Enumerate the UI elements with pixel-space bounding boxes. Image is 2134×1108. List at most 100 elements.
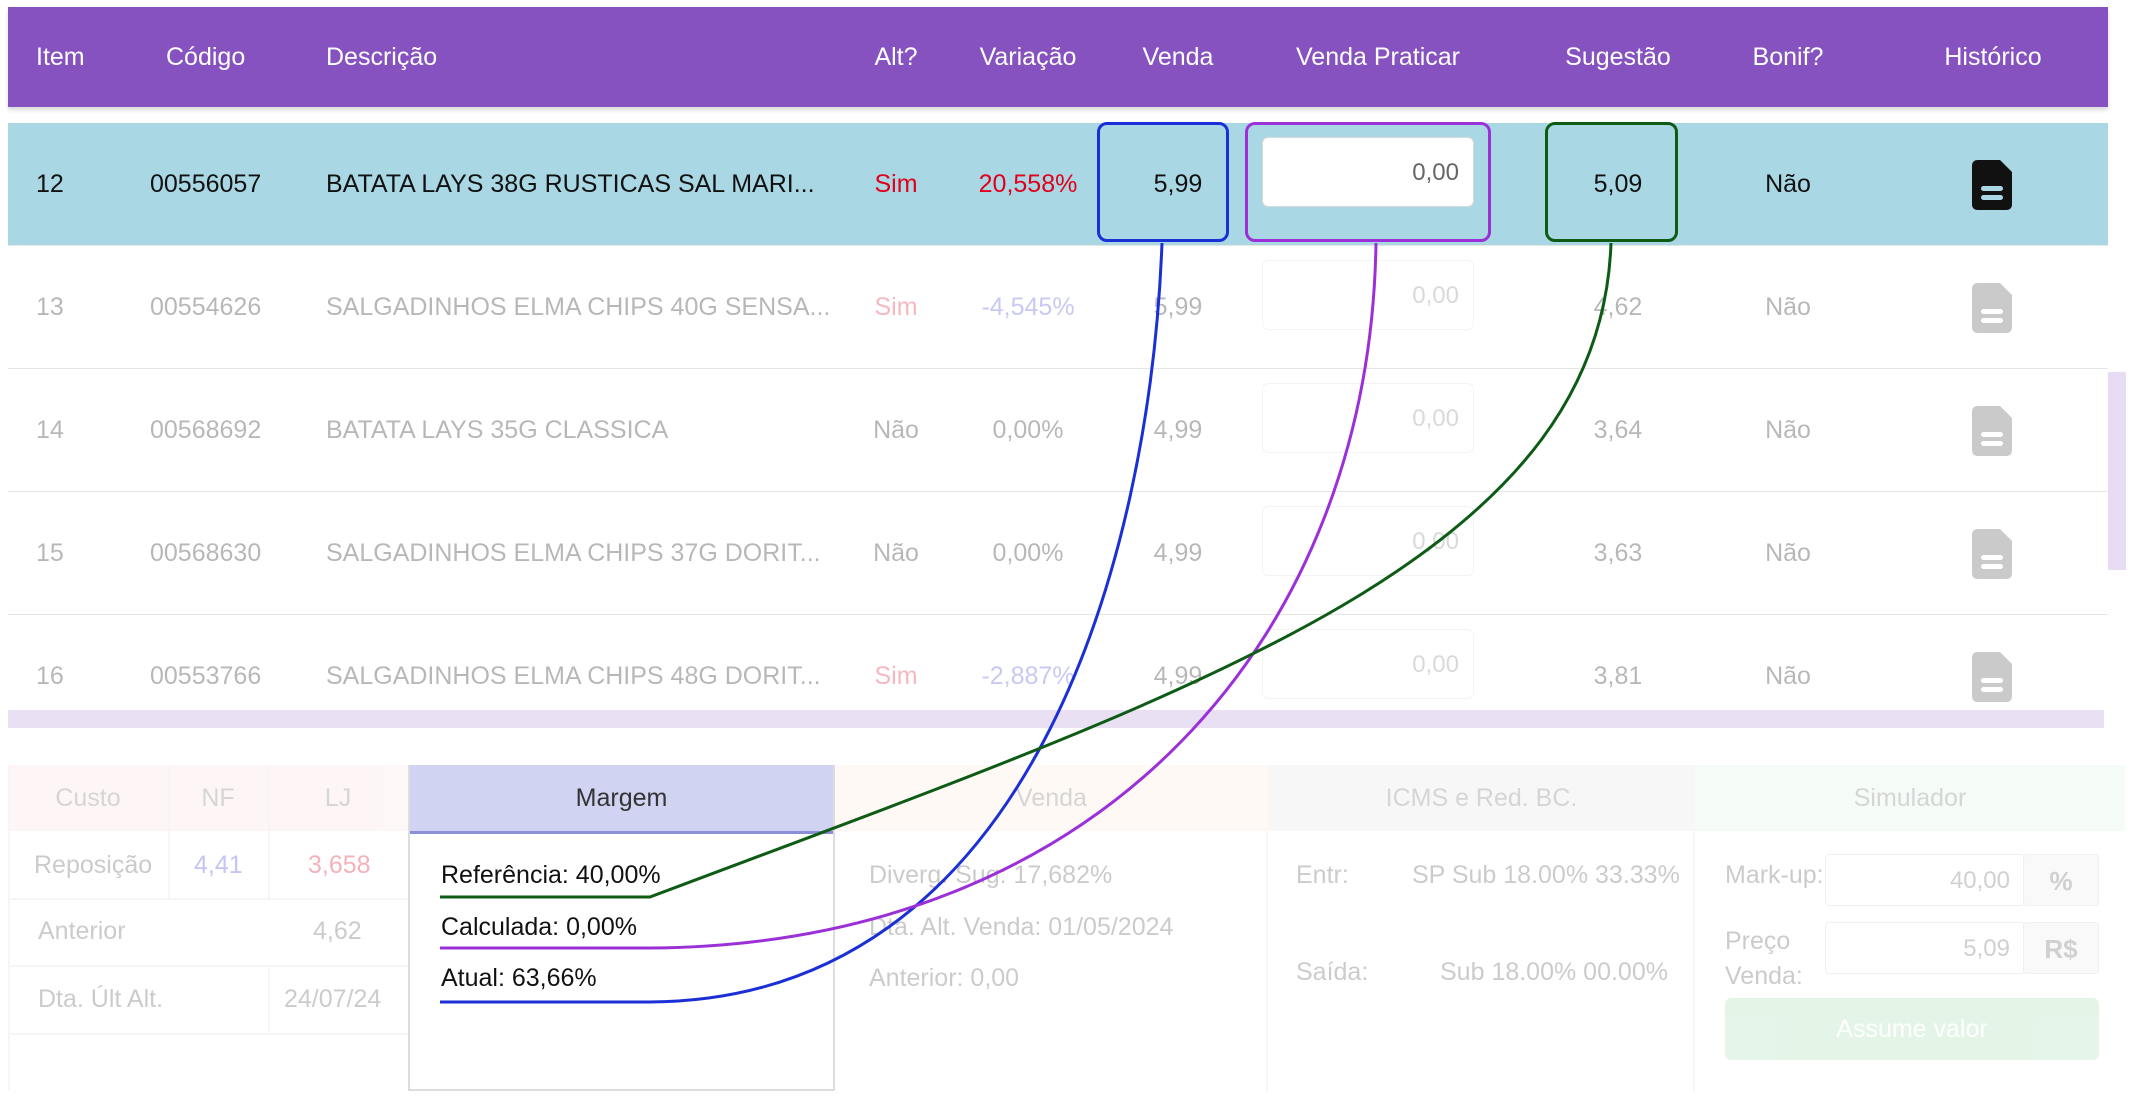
horizontal-scrollbar[interactable] <box>8 710 2104 728</box>
header-bonif[interactable]: Bonif? <box>1752 43 1824 71</box>
cell-bonif: Não <box>1765 416 1811 444</box>
cell-descricao: BATATA LAYS 35G CLASSICA <box>326 416 669 444</box>
header-item[interactable]: Item <box>36 43 85 71</box>
simulador-header[interactable]: Simulador <box>1853 784 1967 812</box>
icms-entr-value: SP Sub 18.00% 33.33% <box>1412 861 1680 889</box>
cell-codigo: 00568692 <box>150 416 262 444</box>
venda-header[interactable]: Venda <box>1016 784 1087 812</box>
icms-saida-value: Sub 18.00% 00.00% <box>1440 958 1668 986</box>
cell-alt: Não <box>873 416 919 444</box>
anterior-label: Anterior <box>38 917 126 945</box>
cell-variacao: -4,545% <box>981 293 1075 321</box>
header-descricao[interactable]: Descrição <box>326 43 438 71</box>
cell-descricao: BATATA LAYS 38G RUSTICAS SAL MARI... <box>326 170 815 198</box>
cell-sugestao: 3,64 <box>1593 416 1643 444</box>
cell-item: 15 <box>36 539 64 567</box>
table-header: Item Código Descrição Alt? Variação Vend… <box>8 7 2108 107</box>
icms-header[interactable]: ICMS e Red. BC. <box>1385 784 1578 812</box>
lj-header: LJ <box>324 784 352 812</box>
cell-sugestao: 3,81 <box>1593 662 1643 690</box>
header-venda-praticar[interactable]: Venda Praticar <box>1296 43 1460 71</box>
table-row[interactable]: 12 00556057 BATATA LAYS 38G RUSTICAS SAL… <box>8 123 2108 245</box>
cell-descricao: SALGADINHOS ELMA CHIPS 40G SENSA... <box>326 293 831 321</box>
icms-panel: ICMS e Red. BC. Entr: SP Sub 18.00% 33.3… <box>1268 765 1695 1091</box>
assume-valor-button[interactable]: Assume valor <box>1725 998 2099 1060</box>
product-table: Item Código Descrição Alt? Variação Vend… <box>8 7 2126 728</box>
currency-addon: R$ <box>2023 922 2099 974</box>
cell-venda: 5,99 <box>1153 170 1203 198</box>
venda-anterior: Anterior: 0,00 <box>869 964 1020 992</box>
cell-variacao: 0,00% <box>992 416 1064 444</box>
cell-venda: 4,99 <box>1153 416 1203 444</box>
cell-item: 16 <box>36 662 64 690</box>
cell-variacao: 0,00% <box>992 539 1064 567</box>
table-row[interactable]: 15 00568630 SALGADINHOS ELMA CHIPS 37G D… <box>8 492 2108 614</box>
table-row[interactable]: 14 00568692 BATATA LAYS 35G CLASSICA Não… <box>8 369 2108 491</box>
table-row[interactable]: 13 00554626 SALGADINHOS ELMA CHIPS 40G S… <box>8 246 2108 368</box>
venda-praticar-input[interactable]: 0,00 <box>1262 506 1474 576</box>
cell-venda: 5,99 <box>1153 293 1203 321</box>
cell-item: 12 <box>36 170 64 198</box>
custo-panel: Custo NF LJ Reposição 4,41 3,658 Anterio… <box>8 765 408 1091</box>
cell-bonif: Não <box>1765 539 1811 567</box>
preco-label-line2: Venda: <box>1725 962 1803 990</box>
cell-variacao: 20,558% <box>978 170 1078 198</box>
diverg-sug: Diverg. Sug: 17,682% <box>869 861 1113 889</box>
table-row[interactable]: 16 00553766 SALGADINHOS ELMA CHIPS 48G D… <box>8 615 2108 711</box>
nf-header: NF <box>201 784 235 812</box>
cell-item: 13 <box>36 293 64 321</box>
reposicao-label: Reposição <box>34 851 153 879</box>
document-icon[interactable] <box>1972 529 2012 579</box>
venda-praticar-highlight-box <box>1245 122 1491 242</box>
anterior-value: 4,62 <box>313 917 362 945</box>
cell-codigo: 00554626 <box>150 293 262 321</box>
cell-alt: Não <box>873 539 919 567</box>
cell-venda: 4,99 <box>1153 662 1203 690</box>
percent-addon: % <box>2023 854 2099 906</box>
header-historico[interactable]: Histórico <box>1944 43 2042 71</box>
margem-atual: Atual: 63,66% <box>441 964 597 992</box>
cell-alt: Sim <box>874 170 918 198</box>
custo-header: Custo <box>55 784 121 812</box>
venda-panel: Venda Diverg. Sug: 17,682% Dta. Alt. Ven… <box>835 765 1268 1091</box>
cell-codigo: 00556057 <box>150 170 262 198</box>
document-icon[interactable] <box>1972 283 2012 333</box>
header-variacao[interactable]: Variação <box>979 43 1077 71</box>
cell-alt: Sim <box>874 662 918 690</box>
header-codigo[interactable]: Código <box>166 43 246 71</box>
cell-item: 14 <box>36 416 64 444</box>
dta-ult-alt-label: Dta. Últ Alt. <box>38 985 164 1013</box>
cell-bonif: Não <box>1765 662 1811 690</box>
markup-label: Mark-up: <box>1725 861 1824 889</box>
preco-venda-input[interactable]: 5,09 <box>1825 922 2025 974</box>
cell-alt: Sim <box>874 293 918 321</box>
header-sugestao[interactable]: Sugestão <box>1565 43 1671 71</box>
cell-bonif: Não <box>1765 293 1811 321</box>
simulador-panel: Simulador Mark-up: 40,00 % Preço Venda: … <box>1695 765 2125 1091</box>
header-venda[interactable]: Venda <box>1142 43 1214 71</box>
cell-descricao: SALGADINHOS ELMA CHIPS 37G DORIT... <box>326 539 821 567</box>
icms-entr-label: Entr: <box>1296 861 1349 889</box>
document-icon[interactable] <box>1972 160 2012 210</box>
venda-praticar-input[interactable]: 0,00 <box>1262 383 1474 453</box>
markup-input[interactable]: 40,00 <box>1825 854 2025 906</box>
cell-sugestao: 4,62 <box>1593 293 1643 321</box>
cell-sugestao: 5,09 <box>1593 170 1643 198</box>
cell-bonif: Não <box>1765 170 1811 198</box>
sugestao-highlight-box <box>1545 122 1678 242</box>
venda-praticar-input[interactable]: 0,00 <box>1262 260 1474 330</box>
cell-venda: 4,99 <box>1153 539 1203 567</box>
header-alt[interactable]: Alt? <box>874 43 918 71</box>
cell-descricao: SALGADINHOS ELMA CHIPS 48G DORIT... <box>326 662 821 690</box>
document-icon[interactable] <box>1972 652 2012 702</box>
venda-praticar-input[interactable]: 0,00 <box>1262 137 1474 207</box>
dta-ult-alt-value: 24/07/24 <box>284 985 382 1013</box>
cell-variacao: -2,887% <box>981 662 1075 690</box>
cell-codigo: 00553766 <box>150 662 262 690</box>
preco-label-line1: Preço <box>1725 927 1791 955</box>
venda-highlight-box <box>1097 122 1229 242</box>
document-icon[interactable] <box>1972 406 2012 456</box>
margem-header[interactable]: Margem <box>575 784 668 812</box>
vertical-scrollbar[interactable] <box>2108 372 2126 570</box>
venda-praticar-input[interactable]: 0,00 <box>1262 629 1474 699</box>
